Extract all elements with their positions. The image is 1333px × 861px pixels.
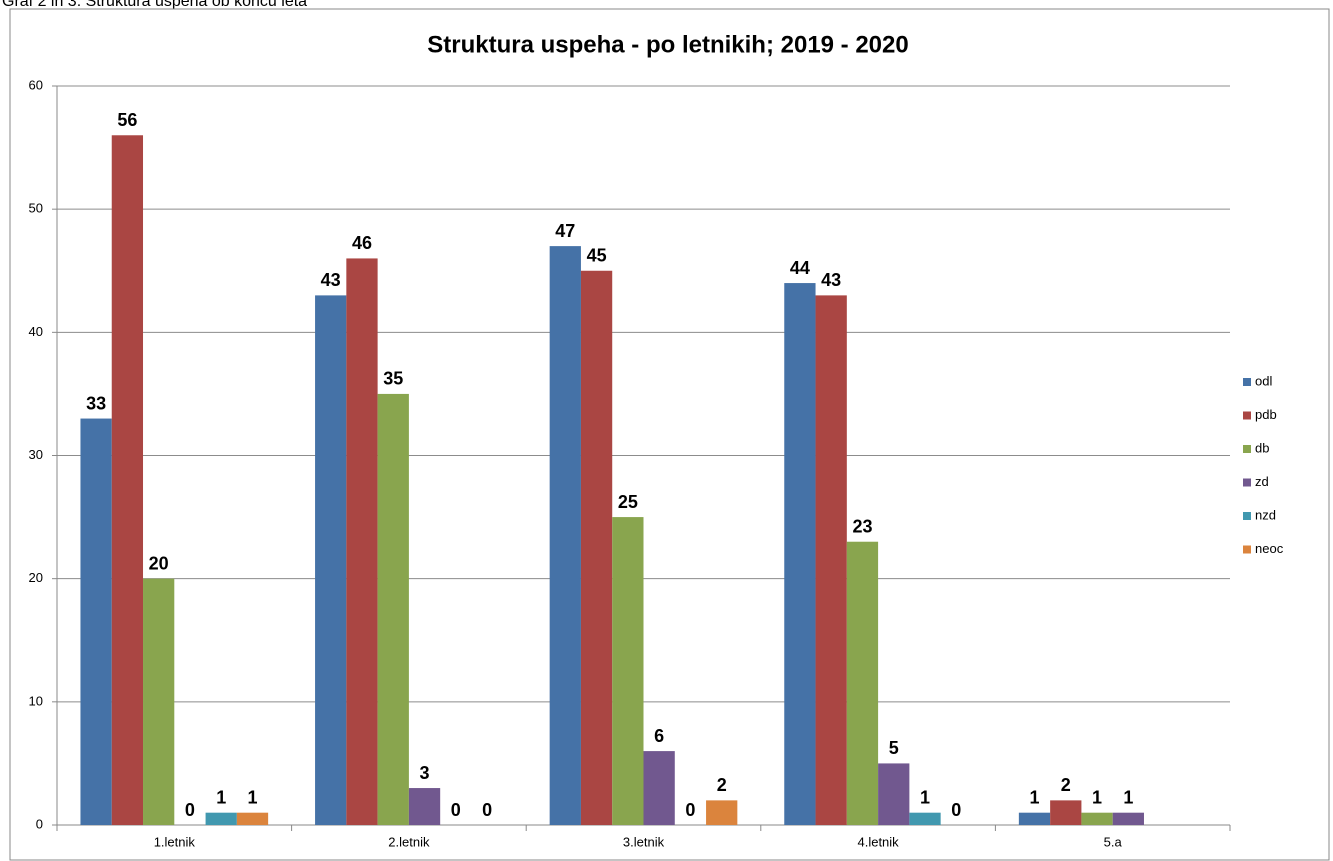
data-label: 1 [1092,787,1102,807]
data-label: 47 [555,221,575,241]
data-label: 0 [451,800,461,820]
bar [643,751,675,825]
legend-label: pdb [1255,407,1277,422]
x-tick-label: 2.letnik [388,834,430,849]
legend-swatch [1243,545,1251,554]
data-label: 1 [216,787,226,807]
legend-label: db [1255,440,1269,455]
bar [111,135,144,825]
data-label: 35 [383,369,403,389]
data-label: 23 [852,516,872,536]
bar [236,812,269,825]
chart-title: Struktura uspeha - po letnikih; 2019 - 2… [427,31,908,58]
bar [909,812,941,825]
bar [377,393,409,825]
bar [549,246,581,825]
data-label: 3 [420,763,430,783]
bar [205,812,237,825]
bar [1018,812,1051,825]
data-label: 1 [1123,787,1133,807]
bar [1112,812,1144,825]
data-label: 1 [1029,787,1039,807]
legend-swatch [1243,478,1251,487]
data-label: 6 [654,726,664,746]
bar [408,788,441,825]
data-label: 0 [951,800,961,820]
bar [346,258,378,825]
bar [1050,800,1082,825]
y-tick-label: 50 [29,201,43,216]
x-tick-label: 5.a [1104,834,1123,849]
data-label: 0 [482,800,492,820]
legend-label: neoc [1255,541,1284,556]
y-tick-label: 20 [29,570,43,585]
y-tick-label: 10 [29,693,43,708]
legend-swatch [1243,378,1251,386]
data-label: 0 [185,800,195,820]
bar [315,295,347,826]
data-label: 20 [149,553,169,573]
y-tick-label: 40 [29,324,43,339]
bar [846,541,879,825]
bar [80,418,112,825]
x-tick-label: 4.letnik [857,834,899,849]
y-tick-label: 30 [29,447,43,462]
data-label: 2 [717,775,727,795]
caption: Graf 2 in 3: Struktura uspeha ob koncu l… [2,0,307,10]
legend-label: nzd [1255,507,1276,522]
data-label: 5 [889,738,899,758]
data-label: 25 [618,492,638,512]
bar [815,295,847,826]
data-label: 43 [321,270,341,290]
legend-swatch [1243,445,1251,453]
bar [612,517,644,825]
data-label: 56 [117,110,137,130]
bar [706,800,738,825]
bar [878,763,910,825]
data-label: 1 [920,787,930,807]
legend-swatch [1243,512,1251,520]
chart-border [9,8,1330,861]
y-tick-label: 60 [29,77,43,92]
y-tick-label: 0 [36,816,43,831]
bar [1081,812,1113,825]
legend-label: zd [1255,474,1269,489]
data-label: 0 [685,800,695,820]
legend-label: odl [1255,373,1272,388]
data-label: 1 [247,787,257,807]
bar [580,270,613,825]
data-label: 33 [86,393,106,413]
data-label: 45 [587,246,607,266]
data-label: 2 [1061,775,1071,795]
bar [784,283,816,826]
bar [143,578,175,825]
data-label: 43 [821,270,841,290]
x-tick-label: 1.letnik [154,834,196,849]
data-label: 44 [790,258,810,278]
data-label: 46 [352,233,372,253]
legend-swatch [1243,411,1251,420]
x-tick-label: 3.letnik [623,834,665,849]
